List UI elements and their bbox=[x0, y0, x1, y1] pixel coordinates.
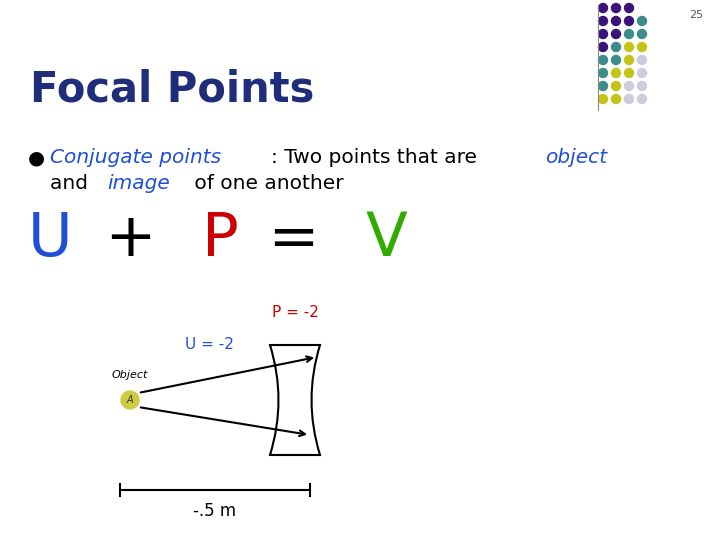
Text: P: P bbox=[202, 210, 239, 269]
Circle shape bbox=[598, 69, 608, 78]
Circle shape bbox=[598, 17, 608, 25]
Text: ●: ● bbox=[28, 148, 45, 167]
Circle shape bbox=[624, 82, 634, 91]
Circle shape bbox=[121, 391, 139, 409]
Text: P = -2: P = -2 bbox=[271, 305, 318, 320]
Text: Focal Points: Focal Points bbox=[30, 68, 315, 110]
Text: U: U bbox=[28, 210, 73, 269]
Text: 25: 25 bbox=[689, 10, 703, 20]
Circle shape bbox=[637, 82, 647, 91]
Circle shape bbox=[624, 17, 634, 25]
Circle shape bbox=[598, 94, 608, 104]
Circle shape bbox=[598, 43, 608, 51]
Circle shape bbox=[611, 30, 621, 38]
Circle shape bbox=[637, 17, 647, 25]
Circle shape bbox=[637, 69, 647, 78]
Text: and: and bbox=[50, 174, 94, 193]
Text: Conjugate points: Conjugate points bbox=[50, 148, 221, 167]
Text: : Two points that are: : Two points that are bbox=[271, 148, 483, 167]
Circle shape bbox=[637, 94, 647, 104]
Circle shape bbox=[598, 3, 608, 12]
Text: +: + bbox=[86, 210, 176, 269]
Circle shape bbox=[611, 94, 621, 104]
Circle shape bbox=[624, 56, 634, 64]
Circle shape bbox=[611, 56, 621, 64]
Circle shape bbox=[624, 43, 634, 51]
Text: A: A bbox=[127, 395, 133, 405]
Text: Object: Object bbox=[112, 370, 148, 380]
Text: of one another: of one another bbox=[188, 174, 344, 193]
Circle shape bbox=[598, 56, 608, 64]
Text: object: object bbox=[545, 148, 607, 167]
Circle shape bbox=[624, 69, 634, 78]
Circle shape bbox=[598, 82, 608, 91]
Text: =: = bbox=[249, 210, 339, 269]
Circle shape bbox=[598, 30, 608, 38]
Circle shape bbox=[624, 3, 634, 12]
Circle shape bbox=[611, 3, 621, 12]
Circle shape bbox=[611, 69, 621, 78]
Text: U = -2: U = -2 bbox=[185, 337, 234, 352]
Circle shape bbox=[611, 43, 621, 51]
Circle shape bbox=[611, 82, 621, 91]
Circle shape bbox=[637, 30, 647, 38]
Circle shape bbox=[624, 30, 634, 38]
Circle shape bbox=[637, 56, 647, 64]
Text: V: V bbox=[366, 210, 408, 269]
Circle shape bbox=[624, 94, 634, 104]
Text: image: image bbox=[107, 174, 170, 193]
Circle shape bbox=[611, 17, 621, 25]
Text: -.5 m: -.5 m bbox=[194, 502, 237, 520]
Circle shape bbox=[637, 43, 647, 51]
